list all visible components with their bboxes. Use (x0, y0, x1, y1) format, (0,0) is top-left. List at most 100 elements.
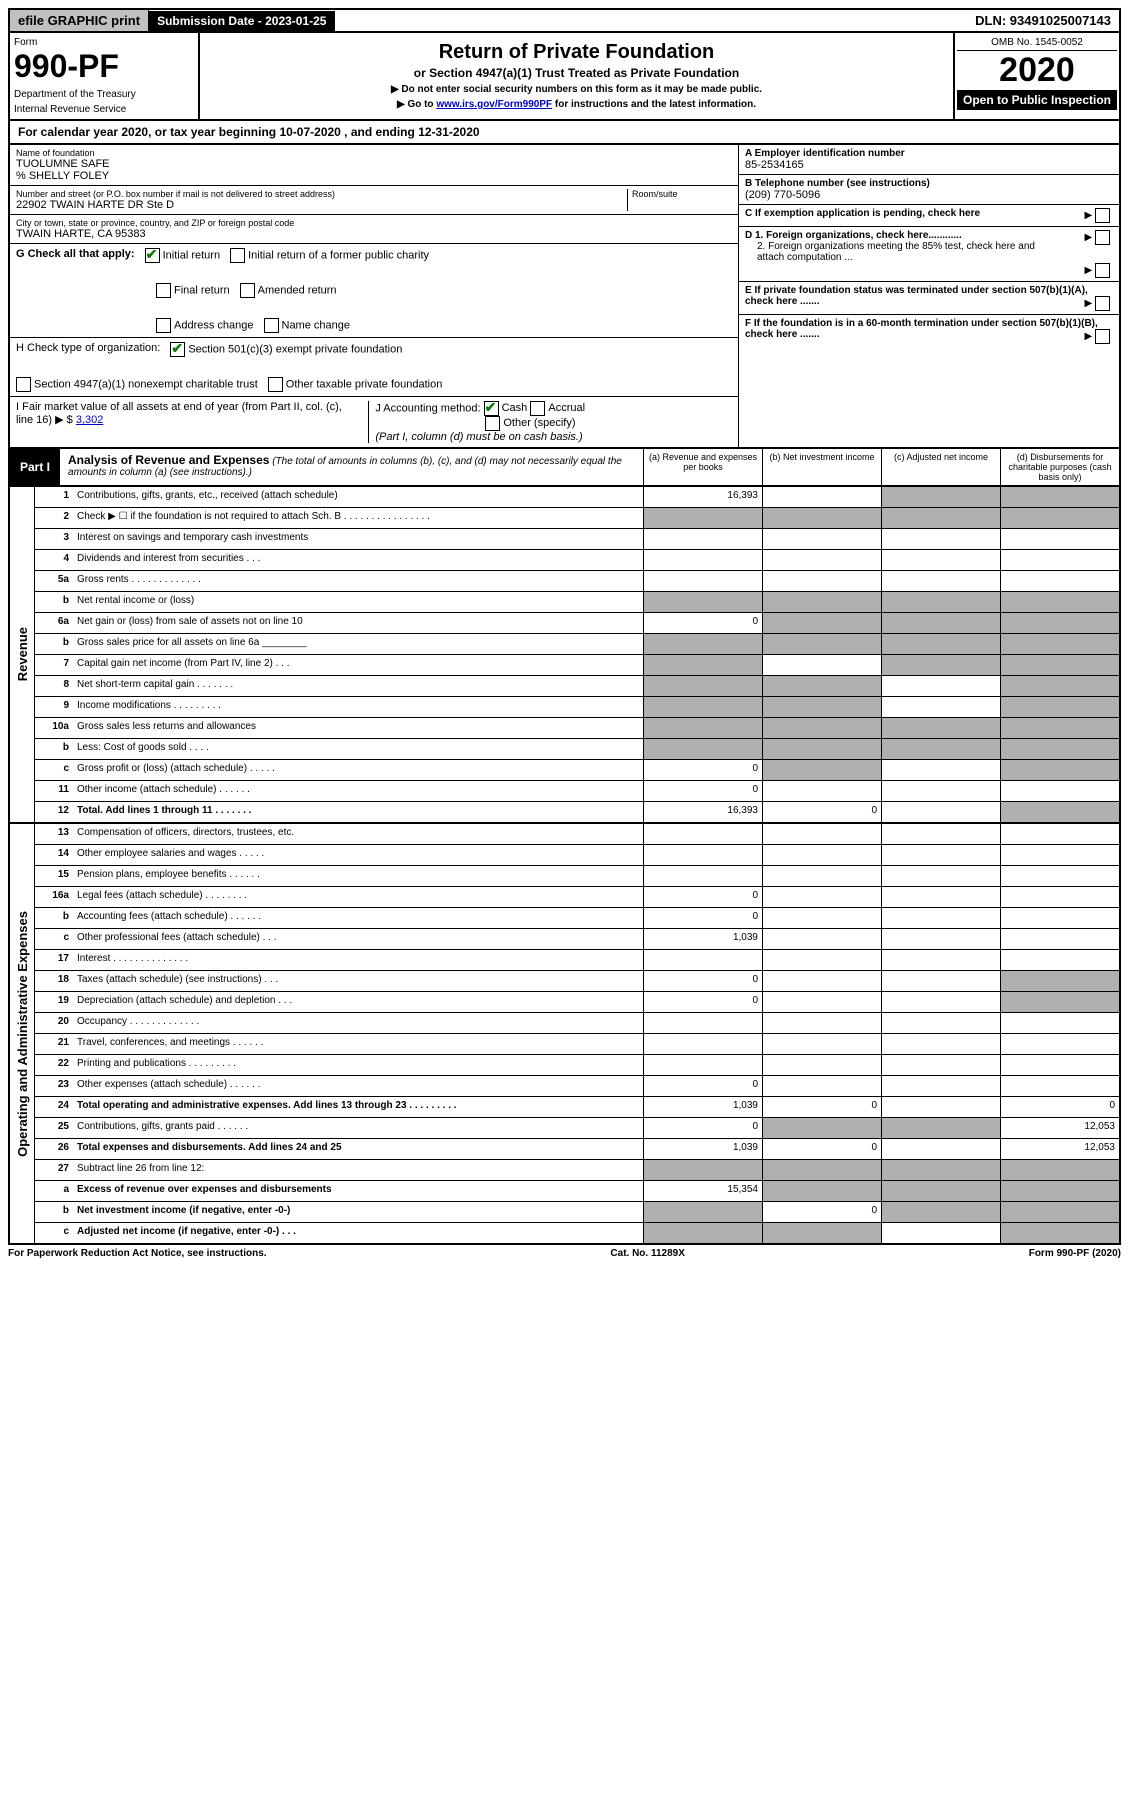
form-subtitle: or Section 4947(a)(1) Trust Treated as P… (206, 66, 947, 80)
table-row: 12Total. Add lines 1 through 11 . . . . … (35, 802, 1119, 822)
table-row: 6aNet gain or (loss) from sale of assets… (35, 613, 1119, 634)
addr-change-checkbox[interactable] (156, 318, 171, 333)
d2-label: 2. Foreign organizations meeting the 85%… (757, 241, 1057, 263)
table-row: 15Pension plans, employee benefits . . .… (35, 866, 1119, 887)
e-checkbox[interactable] (1095, 296, 1110, 311)
table-row: bAccounting fees (attach schedule) . . .… (35, 908, 1119, 929)
table-row: cGross profit or (loss) (attach schedule… (35, 760, 1119, 781)
dln: DLN: 93491025007143 (967, 10, 1119, 31)
form-header: Form 990-PF Department of the Treasury I… (8, 33, 1121, 121)
f-checkbox[interactable] (1095, 329, 1110, 344)
table-row: 7Capital gain net income (from Part IV, … (35, 655, 1119, 676)
name-change-checkbox[interactable] (264, 318, 279, 333)
form-number: 990-PF (14, 48, 194, 85)
revenue-side-label: Revenue (10, 487, 35, 822)
expenses-side-label: Operating and Administrative Expenses (10, 824, 35, 1243)
table-row: 19Depreciation (attach schedule) and dep… (35, 992, 1119, 1013)
table-row: 11Other income (attach schedule) . . . .… (35, 781, 1119, 802)
calendar-year-row: For calendar year 2020, or tax year begi… (8, 121, 1121, 145)
street-address: 22902 TWAIN HARTE DR Ste D (16, 199, 627, 211)
table-row: 17Interest . . . . . . . . . . . . . . (35, 950, 1119, 971)
table-row: 24Total operating and administrative exp… (35, 1097, 1119, 1118)
d1-checkbox[interactable] (1095, 230, 1110, 245)
careof: % SHELLY FOLEY (16, 170, 732, 182)
instruction-1: ▶ Do not enter social security numbers o… (206, 84, 947, 95)
table-row: cOther professional fees (attach schedul… (35, 929, 1119, 950)
city-state-zip: TWAIN HARTE, CA 95383 (16, 228, 732, 240)
final-return-checkbox[interactable] (156, 283, 171, 298)
irs-link[interactable]: www.irs.gov/Form990PF (436, 99, 552, 110)
table-row: 26Total expenses and disbursements. Add … (35, 1139, 1119, 1160)
form-ref: Form 990-PF (2020) (1029, 1248, 1121, 1259)
col-c-header: (c) Adjusted net income (881, 449, 1000, 485)
table-row: bLess: Cost of goods sold . . . . (35, 739, 1119, 760)
ein-label: A Employer identification number (745, 148, 905, 159)
table-row: 25Contributions, gifts, grants paid . . … (35, 1118, 1119, 1139)
paperwork-notice: For Paperwork Reduction Act Notice, see … (8, 1248, 267, 1259)
open-to-public: Open to Public Inspection (957, 90, 1117, 110)
table-row: 9Income modifications . . . . . . . . . (35, 697, 1119, 718)
table-row: cAdjusted net income (if negative, enter… (35, 1223, 1119, 1243)
entity-block: Name of foundation TUOLUMNE SAFE % SHELL… (8, 145, 1121, 449)
initial-former-checkbox[interactable] (230, 248, 245, 263)
table-row: 23Other expenses (attach schedule) . . .… (35, 1076, 1119, 1097)
501c3-checkbox[interactable] (170, 342, 185, 357)
c-label: C If exemption application is pending, c… (745, 208, 980, 219)
dept-treasury: Department of the Treasury (14, 89, 194, 100)
table-row: 13Compensation of officers, directors, t… (35, 824, 1119, 845)
table-row: 1Contributions, gifts, grants, etc., rec… (35, 487, 1119, 508)
telephone: (209) 770-5096 (745, 189, 820, 201)
city-label: City or town, state or province, country… (16, 218, 732, 228)
table-row: 22Printing and publications . . . . . . … (35, 1055, 1119, 1076)
top-bar: efile GRAPHIC print Submission Date - 20… (8, 8, 1121, 33)
table-row: 18Taxes (attach schedule) (see instructi… (35, 971, 1119, 992)
expenses-table: Operating and Administrative Expenses 13… (8, 824, 1121, 1245)
table-row: 14Other employee salaries and wages . . … (35, 845, 1119, 866)
tel-label: B Telephone number (see instructions) (745, 178, 930, 189)
ein: 85-2534165 (745, 159, 804, 171)
initial-return-checkbox[interactable] (145, 248, 160, 263)
amended-checkbox[interactable] (240, 283, 255, 298)
col-d-header: (d) Disbursements for charitable purpose… (1000, 449, 1119, 485)
form-title: Return of Private Foundation (206, 41, 947, 64)
col-b-header: (b) Net investment income (762, 449, 881, 485)
tax-year: 2020 (957, 51, 1117, 90)
table-row: 4Dividends and interest from securities … (35, 550, 1119, 571)
col-a-header: (a) Revenue and expenses per books (643, 449, 762, 485)
revenue-table: Revenue 1Contributions, gifts, grants, e… (8, 487, 1121, 824)
table-row: 2Check ▶ ☐ if the foundation is not requ… (35, 508, 1119, 529)
g-row: G Check all that apply: Initial return I… (10, 244, 738, 338)
d2-checkbox[interactable] (1095, 263, 1110, 278)
omb-number: OMB No. 1545-0052 (957, 35, 1117, 51)
table-row: bGross sales price for all assets on lin… (35, 634, 1119, 655)
fmv-link[interactable]: 3,302 (76, 414, 104, 426)
4947a1-checkbox[interactable] (16, 377, 31, 392)
j-note: (Part I, column (d) must be on cash basi… (375, 431, 582, 443)
i-label: I Fair market value of all assets at end… (16, 401, 342, 426)
table-row: 3Interest on savings and temporary cash … (35, 529, 1119, 550)
table-row: 10aGross sales less returns and allowanc… (35, 718, 1119, 739)
part1-label: Part I (10, 449, 60, 485)
other-taxable-checkbox[interactable] (268, 377, 283, 392)
addr-label: Number and street (or P.O. box number if… (16, 189, 627, 199)
part1-header: Part I Analysis of Revenue and Expenses … (8, 449, 1121, 487)
other-method-checkbox[interactable] (485, 416, 500, 431)
table-row: bNet investment income (if negative, ent… (35, 1202, 1119, 1223)
c-checkbox[interactable] (1095, 208, 1110, 223)
cat-no: Cat. No. 11289X (610, 1248, 684, 1259)
d1-label: D 1. Foreign organizations, check here..… (745, 230, 962, 241)
instruction-2: ▶ Go to www.irs.gov/Form990PF for instru… (206, 99, 947, 110)
accrual-checkbox[interactable] (530, 401, 545, 416)
submission-date: Submission Date - 2023-01-25 (149, 11, 335, 31)
name-label: Name of foundation (16, 148, 732, 158)
f-label: F If the foundation is in a 60-month ter… (745, 318, 1098, 340)
table-row: 20Occupancy . . . . . . . . . . . . . (35, 1013, 1119, 1034)
efile-print-button[interactable]: efile GRAPHIC print (10, 10, 149, 31)
e-label: E If private foundation status was termi… (745, 285, 1088, 307)
table-row: 5aGross rents . . . . . . . . . . . . . (35, 571, 1119, 592)
room-label: Room/suite (632, 189, 732, 199)
table-row: 21Travel, conferences, and meetings . . … (35, 1034, 1119, 1055)
foundation-name: TUOLUMNE SAFE (16, 158, 732, 170)
cash-checkbox[interactable] (484, 401, 499, 416)
table-row: 27Subtract line 26 from line 12: (35, 1160, 1119, 1181)
